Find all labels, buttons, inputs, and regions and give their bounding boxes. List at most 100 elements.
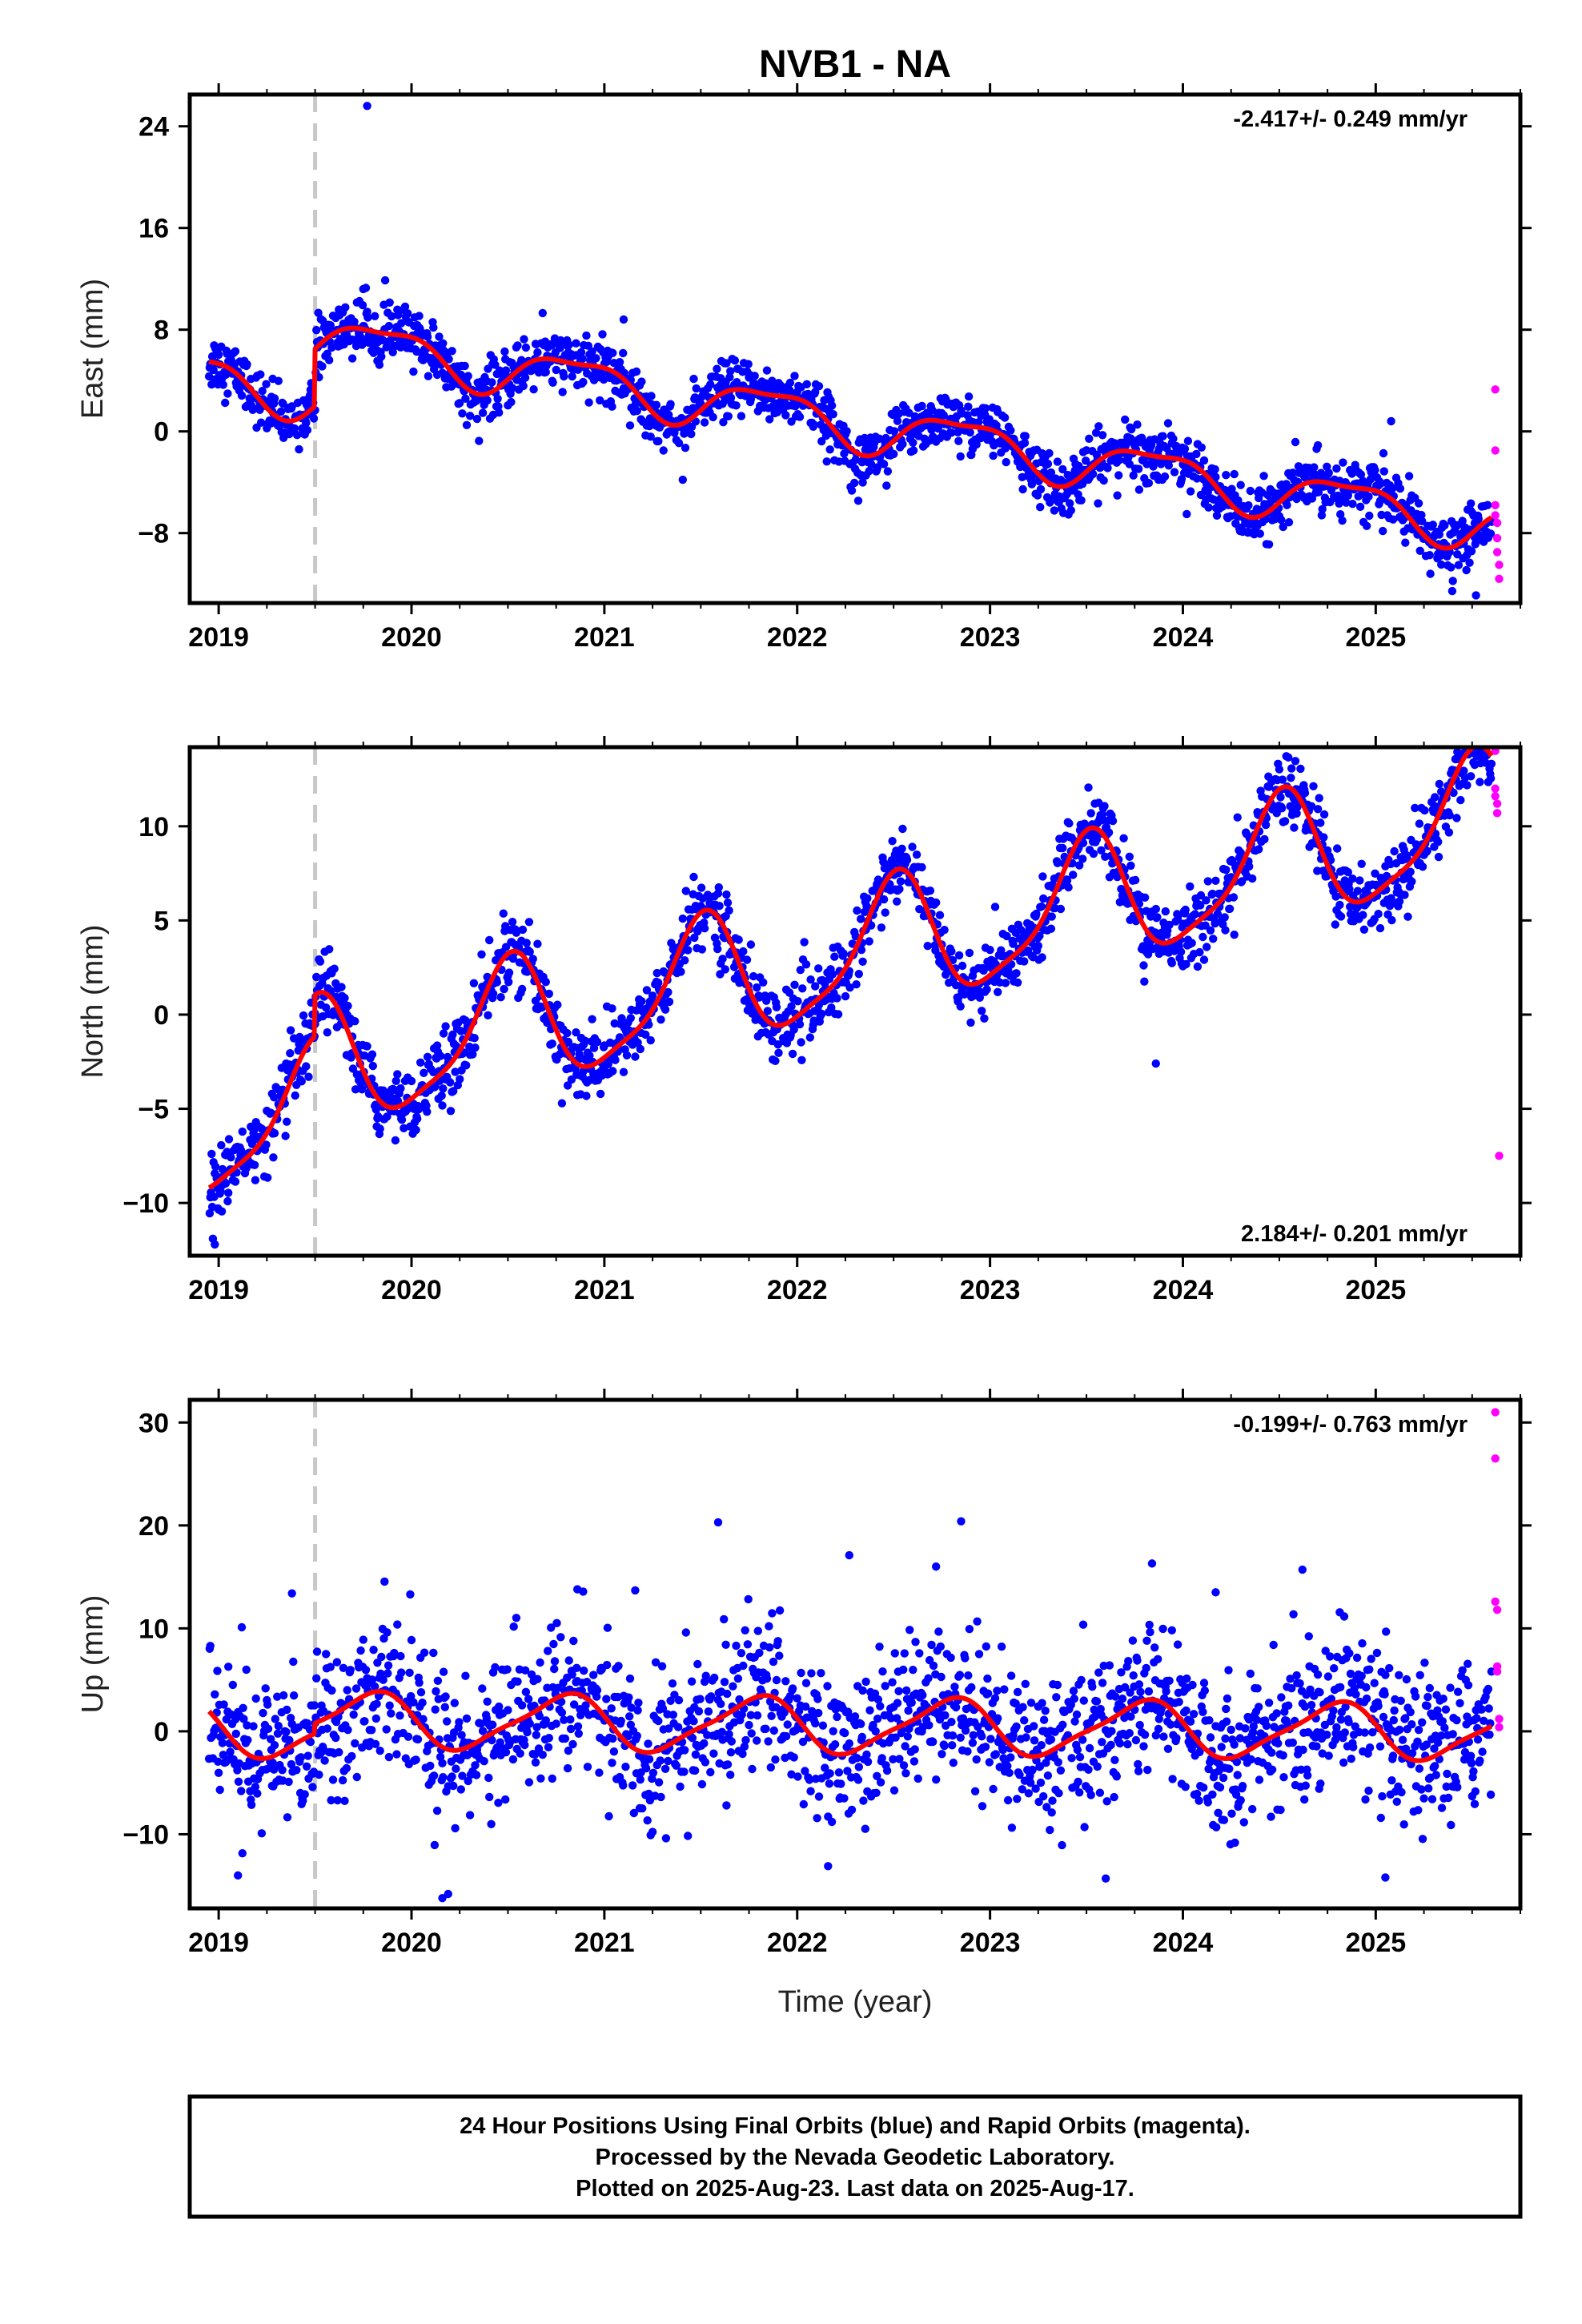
final-orbit-point xyxy=(608,1067,617,1076)
final-orbit-point xyxy=(1203,943,1211,951)
final-orbit-point xyxy=(250,1160,259,1170)
final-orbit-point xyxy=(1153,913,1162,922)
final-orbit-point xyxy=(876,1702,885,1711)
final-orbit-point xyxy=(270,1128,279,1138)
final-orbit-point xyxy=(393,1620,402,1629)
final-orbit-point xyxy=(516,1749,524,1758)
final-orbit-point xyxy=(1364,492,1373,501)
final-orbit-point xyxy=(1276,793,1285,802)
final-orbit-point xyxy=(1203,877,1213,886)
final-orbit-point xyxy=(1447,586,1457,596)
final-orbit-point xyxy=(388,348,397,356)
final-orbit-point xyxy=(1006,1753,1015,1762)
final-orbit-point xyxy=(741,1626,749,1635)
final-orbit-point xyxy=(796,966,805,975)
plot-frame xyxy=(187,92,1523,605)
final-orbit-point xyxy=(813,1814,821,1823)
final-orbit-point xyxy=(638,1804,647,1813)
final-orbit-point xyxy=(1053,858,1062,867)
final-orbit-point xyxy=(322,1650,331,1659)
final-orbit-point xyxy=(984,1689,993,1698)
final-orbit-point xyxy=(205,1208,215,1218)
final-orbit-point xyxy=(644,1739,652,1748)
final-orbits-series xyxy=(205,747,1496,1249)
x-tick-label: 2021 xyxy=(574,1275,635,1305)
final-orbit-point xyxy=(697,945,707,954)
final-orbit-point xyxy=(1418,517,1427,525)
final-orbit-point xyxy=(461,1671,470,1680)
final-orbit-point xyxy=(737,1649,746,1658)
final-orbit-point xyxy=(1388,484,1397,493)
final-orbit-point xyxy=(432,1041,442,1050)
y-tick-label: 10 xyxy=(139,812,169,842)
final-orbit-point xyxy=(970,1787,980,1795)
final-orbit-point xyxy=(1310,463,1319,472)
final-orbit-point xyxy=(333,1795,342,1805)
final-orbit-point xyxy=(858,957,867,967)
final-orbit-point xyxy=(925,1721,934,1730)
final-orbit-point xyxy=(681,1628,690,1637)
final-orbit-point xyxy=(1317,511,1327,520)
final-orbit-point xyxy=(637,377,646,386)
final-orbit-point xyxy=(961,1654,970,1663)
final-orbit-point xyxy=(691,1750,701,1759)
final-orbit-point xyxy=(1038,872,1047,881)
final-orbit-point xyxy=(1037,902,1046,911)
final-orbit-point xyxy=(1467,547,1476,556)
final-orbit-point xyxy=(725,1730,733,1739)
final-orbit-point xyxy=(303,1751,312,1760)
final-orbit-point xyxy=(1233,813,1242,822)
final-orbit-point xyxy=(323,349,331,358)
final-orbit-point xyxy=(700,418,709,427)
final-orbit-point xyxy=(899,1665,908,1675)
final-orbit-point xyxy=(525,947,534,956)
final-orbit-point xyxy=(771,1755,780,1764)
final-orbit-point xyxy=(1078,854,1087,863)
final-orbit-point xyxy=(929,1737,938,1747)
final-orbit-point xyxy=(1002,931,1011,941)
y-tick-label: −8 xyxy=(138,519,169,549)
final-orbit-point xyxy=(694,1707,704,1716)
final-orbit-point xyxy=(228,1680,237,1690)
final-orbit-point xyxy=(343,1686,351,1695)
final-orbit-point xyxy=(928,405,937,415)
final-orbit-point xyxy=(1213,910,1223,919)
final-orbit-point xyxy=(1094,499,1102,508)
final-orbit-point xyxy=(315,957,325,966)
final-orbit-point xyxy=(495,408,504,417)
final-orbit-point xyxy=(644,1755,654,1763)
final-orbit-point xyxy=(1013,1687,1022,1697)
final-orbit-point xyxy=(814,1708,823,1718)
rapid-orbit-point xyxy=(1491,446,1500,455)
final-orbit-point xyxy=(726,367,735,376)
final-orbit-point xyxy=(508,918,517,927)
final-orbit-point xyxy=(1113,491,1122,500)
final-orbit-point xyxy=(1126,861,1135,870)
final-orbit-point xyxy=(429,323,438,332)
final-orbit-point xyxy=(614,1662,623,1671)
final-orbit-point xyxy=(1374,910,1383,919)
final-orbit-point xyxy=(1035,931,1044,940)
final-orbit-point xyxy=(1415,546,1424,555)
final-orbit-point xyxy=(478,1684,487,1693)
final-orbit-point xyxy=(753,1626,762,1635)
final-orbit-point xyxy=(652,400,661,409)
final-orbit-point xyxy=(1278,775,1287,784)
final-orbit-point xyxy=(621,1763,630,1771)
final-orbit-point xyxy=(1309,782,1318,790)
final-orbit-point xyxy=(1114,456,1124,464)
final-orbit-point xyxy=(529,385,538,394)
final-orbit-point xyxy=(1296,764,1305,774)
final-orbit-point xyxy=(801,1679,811,1687)
final-orbit-point xyxy=(472,414,482,424)
final-orbit-point xyxy=(446,1078,455,1087)
final-orbit-point xyxy=(1211,464,1219,474)
final-orbit-point xyxy=(1431,793,1439,802)
final-orbit-point xyxy=(747,1729,756,1738)
final-orbit-point xyxy=(833,994,841,1003)
final-orbit-point xyxy=(772,1675,781,1685)
final-orbit-point xyxy=(936,1642,946,1651)
final-orbit-point xyxy=(517,984,527,994)
final-orbit-point xyxy=(423,332,432,341)
final-orbit-point xyxy=(1058,464,1067,474)
